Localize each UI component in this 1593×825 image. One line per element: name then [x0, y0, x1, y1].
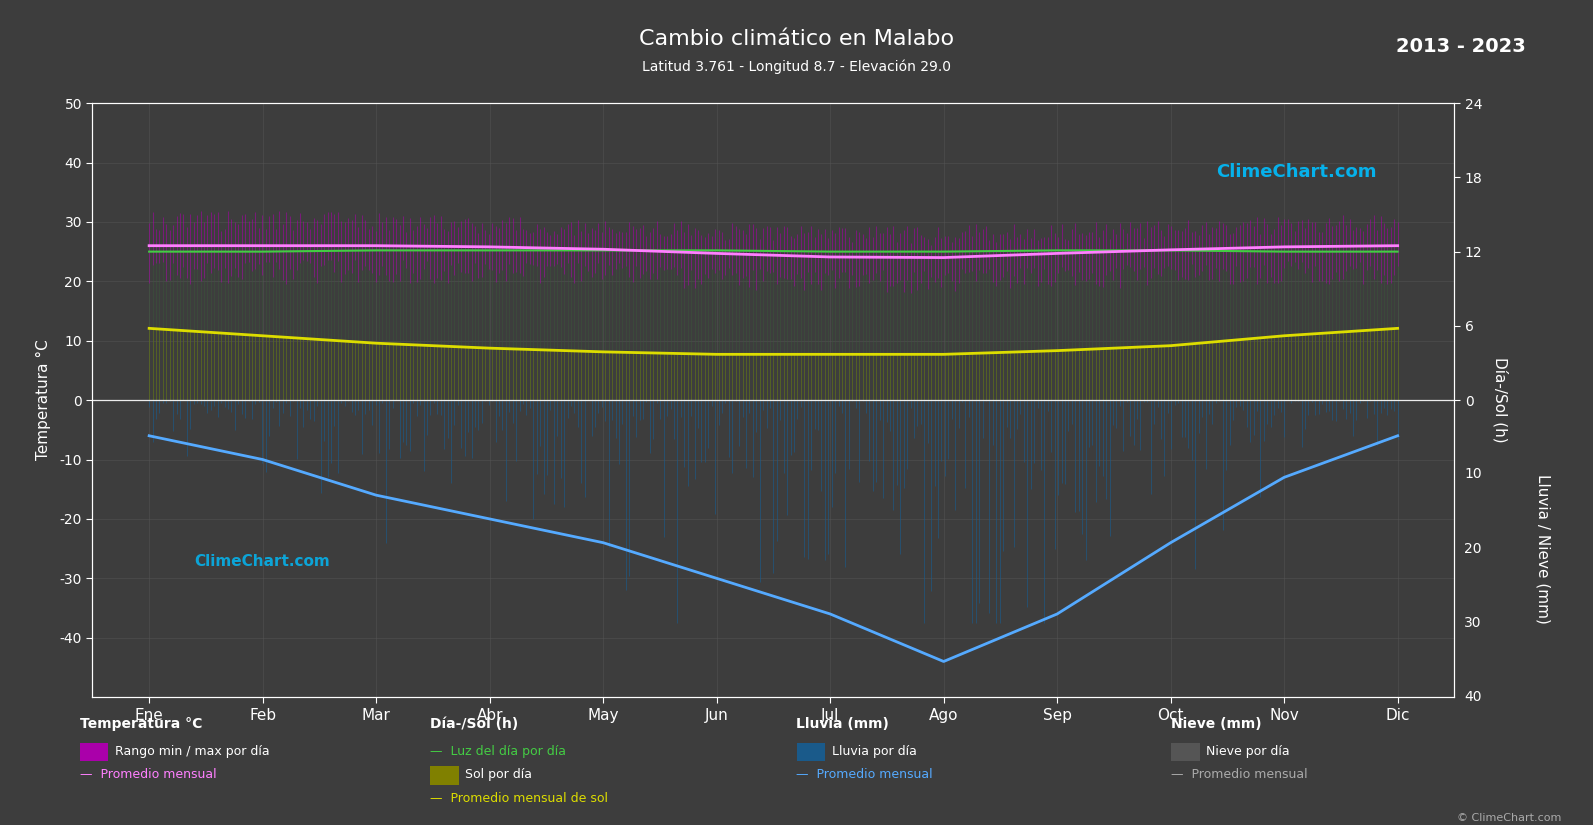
Text: —  Promedio mensual de sol: — Promedio mensual de sol [430, 792, 609, 805]
Text: —  Promedio mensual: — Promedio mensual [796, 768, 933, 781]
Text: 40: 40 [1464, 691, 1481, 704]
Text: —  Luz del día por día: — Luz del día por día [430, 745, 566, 758]
Text: Lluvia / Nieve (mm): Lluvia / Nieve (mm) [1536, 474, 1550, 624]
Text: ClimeChart.com: ClimeChart.com [194, 554, 330, 569]
Text: 20: 20 [1464, 542, 1481, 555]
Text: Lluvia por día: Lluvia por día [832, 745, 916, 758]
Text: Lluvia (mm): Lluvia (mm) [796, 717, 889, 731]
Text: Cambio climático en Malabo: Cambio climático en Malabo [639, 29, 954, 49]
Text: Rango min / max por día: Rango min / max por día [115, 745, 269, 758]
Text: 10: 10 [1464, 468, 1481, 481]
Text: Temperatura °C: Temperatura °C [80, 717, 202, 731]
Text: 30: 30 [1464, 616, 1481, 629]
Text: Nieve por día: Nieve por día [1206, 745, 1289, 758]
Text: 2013 - 2023: 2013 - 2023 [1397, 37, 1526, 56]
Text: Nieve (mm): Nieve (mm) [1171, 717, 1262, 731]
Text: —  Promedio mensual: — Promedio mensual [80, 768, 217, 781]
Text: © ClimeChart.com: © ClimeChart.com [1456, 813, 1561, 823]
Y-axis label: Temperatura °C: Temperatura °C [37, 340, 51, 460]
Y-axis label: Día-/Sol (h): Día-/Sol (h) [1493, 357, 1507, 443]
Text: Sol por día: Sol por día [465, 768, 532, 781]
Text: —  Promedio mensual: — Promedio mensual [1171, 768, 1308, 781]
Text: Latitud 3.761 - Longitud 8.7 - Elevación 29.0: Latitud 3.761 - Longitud 8.7 - Elevación… [642, 59, 951, 74]
Text: Día-/Sol (h): Día-/Sol (h) [430, 717, 518, 731]
Text: ClimeChart.com: ClimeChart.com [1215, 163, 1376, 182]
